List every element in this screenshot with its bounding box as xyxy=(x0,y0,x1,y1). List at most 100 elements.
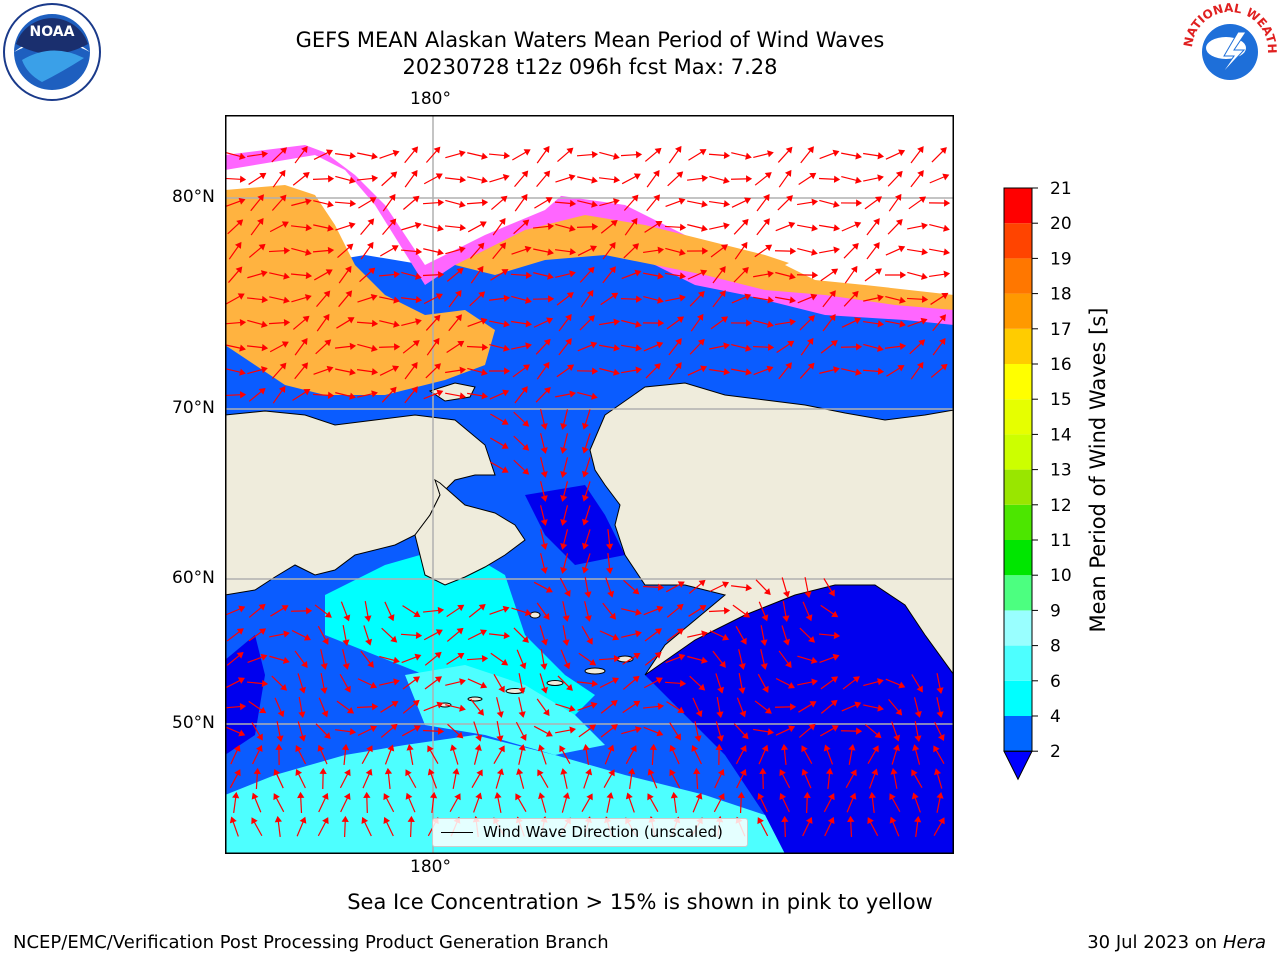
wave-arrow-head xyxy=(325,149,334,156)
wave-arrow-head xyxy=(877,152,885,160)
wave-arrow-head xyxy=(343,792,351,800)
wave-arrow-head xyxy=(581,470,589,478)
wave-arrow-head xyxy=(874,731,882,739)
wave-arrow-head xyxy=(786,195,793,203)
wave-arrow-head xyxy=(480,317,488,325)
wave-arrow-head xyxy=(808,723,816,731)
wave-arrow-head xyxy=(918,339,926,347)
wave-arrow-head xyxy=(656,729,664,737)
wave-arrow-head xyxy=(371,152,378,160)
wave-arrow-head xyxy=(739,710,747,718)
wave-arrow-head xyxy=(741,267,749,274)
wave-arrow-head xyxy=(679,223,687,231)
wave-arrow-head xyxy=(499,217,506,225)
wave-arrow-head xyxy=(635,366,642,374)
wave-arrow-head xyxy=(504,367,511,375)
wave-arrow-head xyxy=(701,200,708,208)
wave-arrow-head xyxy=(850,265,858,273)
wave-arrow-head xyxy=(847,815,855,823)
wave-arrow-head xyxy=(788,221,796,229)
wave-arrow-head xyxy=(520,733,527,741)
wave-arrow-head xyxy=(345,265,352,273)
wave-arrow-head xyxy=(302,172,310,179)
wave-arrow-head xyxy=(697,338,705,346)
wave-arrow-head xyxy=(911,792,919,800)
wave-arrow-head xyxy=(522,419,530,427)
wave-arrow-head xyxy=(635,608,642,616)
wave-arrow-head xyxy=(613,655,621,663)
wave-arrow-head xyxy=(589,724,597,731)
noaa-logo: NOAA xyxy=(2,2,102,102)
colorbar-segment xyxy=(1004,716,1032,752)
colorbar-segment xyxy=(1004,504,1032,540)
wave-arrow-head xyxy=(873,242,880,250)
wave-arrow-head xyxy=(569,224,576,232)
wave-arrow-head xyxy=(540,423,548,430)
no-data-beaufort xyxy=(785,240,954,295)
wave-arrow-head xyxy=(811,678,818,686)
wave-arrow-head xyxy=(767,728,775,736)
wave-arrow-head xyxy=(412,699,420,707)
wave-arrow-head xyxy=(635,320,642,328)
wave-arrow-head xyxy=(261,366,268,374)
wave-arrow-head xyxy=(898,681,906,689)
wave-arrow-head xyxy=(481,655,489,663)
wave-arrow-head xyxy=(525,296,532,304)
wave-arrow-head xyxy=(921,248,929,256)
wave-arrow-head xyxy=(723,342,730,350)
wave-arrow-head xyxy=(591,679,599,688)
wave-arrow-head xyxy=(501,418,509,425)
wave-arrow-head xyxy=(304,294,312,302)
wave-arrow-head xyxy=(586,637,593,645)
wave-arrow-head xyxy=(391,701,399,708)
wave-arrow-head xyxy=(540,543,548,550)
wave-arrow-head xyxy=(759,767,767,774)
wave-arrow-head xyxy=(744,197,752,205)
wave-arrow-head xyxy=(715,743,723,750)
wave-arrow-head xyxy=(458,246,466,254)
wave-arrow-head xyxy=(613,344,620,352)
wave-arrow-head xyxy=(848,744,856,751)
wave-arrow-head xyxy=(388,193,396,201)
wave-arrow-head xyxy=(560,423,568,430)
wave-arrow-head xyxy=(502,605,510,613)
wave-arrow-head xyxy=(613,198,620,206)
wave-arrow-head xyxy=(657,702,665,711)
wave-arrow-head xyxy=(591,392,598,400)
wave-arrow-head xyxy=(301,337,308,345)
wave-arrow-head xyxy=(890,768,898,775)
wave-arrow-head xyxy=(283,247,291,255)
wave-arrow-head xyxy=(701,630,708,638)
wave-arrow-head xyxy=(477,708,484,716)
wave-arrow-head xyxy=(345,290,353,298)
wave-arrow-head xyxy=(560,471,568,478)
wave-arrow-head xyxy=(581,446,589,454)
wave-arrow-head xyxy=(566,684,573,691)
wave-arrow-head xyxy=(804,591,812,598)
wave-arrow-head xyxy=(480,681,488,689)
wave-arrow-head xyxy=(695,792,703,800)
wave-arrow-head xyxy=(456,731,464,739)
wave-arrow-head xyxy=(481,392,489,400)
wave-arrow-head xyxy=(476,769,483,777)
wave-arrow-head xyxy=(298,734,306,742)
colorbar-tick-label: 4 xyxy=(1050,707,1061,727)
wave-arrow-head xyxy=(719,290,726,298)
wave-arrow-head xyxy=(877,678,884,686)
wave-arrow-head xyxy=(828,793,835,801)
wave-arrow-head xyxy=(767,296,775,304)
wave-arrow-head xyxy=(784,169,792,177)
colorbar-segment xyxy=(1004,540,1032,576)
ocean-deep-blue xyxy=(645,580,954,854)
wave-arrow-head xyxy=(278,169,286,177)
wave-arrow-head xyxy=(499,242,507,250)
wave-arrow-head xyxy=(459,704,466,712)
wave-arrow-head xyxy=(630,217,638,225)
wave-arrow-head xyxy=(516,768,524,775)
wave-arrow-head xyxy=(518,744,526,751)
wave-arrow-head xyxy=(481,176,488,184)
wave-arrow-head xyxy=(807,362,815,370)
wave-arrow-head xyxy=(920,317,928,325)
wave-arrow-head xyxy=(899,320,906,328)
land-alaska xyxy=(589,382,954,676)
